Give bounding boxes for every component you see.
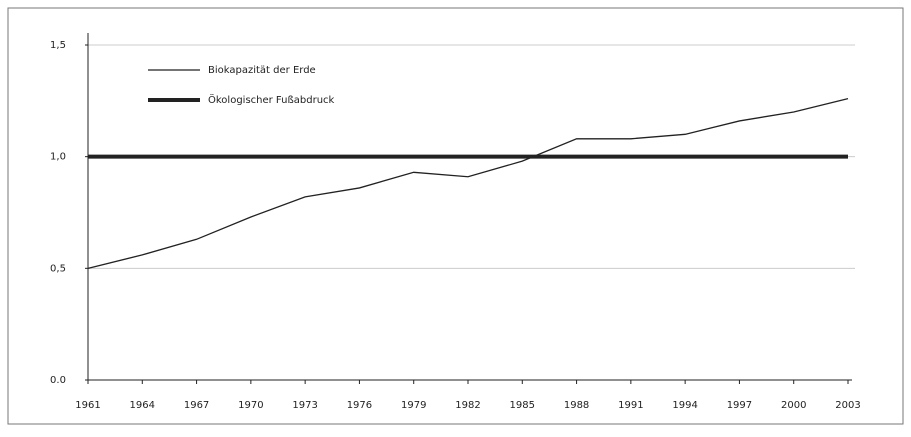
x-tick-label: 2000 <box>781 400 806 411</box>
legend-label: Biokapazität der Erde <box>208 65 316 76</box>
x-tick-label: 1994 <box>672 400 697 411</box>
y-tick-label: 1,5 <box>50 40 66 51</box>
legend-label: Ökologischer Fußabdruck <box>208 93 335 106</box>
x-tick-label: 1988 <box>564 400 589 411</box>
x-tick-label: 1997 <box>727 400 752 411</box>
x-tick-label: 1967 <box>184 400 209 411</box>
x-tick-label: 1985 <box>510 400 535 411</box>
x-tick-label: 1970 <box>238 400 263 411</box>
y-tick-label: 0.0 <box>50 375 66 386</box>
x-tick-label: 1991 <box>618 400 643 411</box>
series-line <box>87 97 849 269</box>
x-tick-label: 1976 <box>347 400 372 411</box>
frame <box>7 7 904 425</box>
x-tick-label: 1961 <box>75 400 100 411</box>
x-tick-label: 2003 <box>835 400 860 411</box>
x-tick-label: 1973 <box>292 400 317 411</box>
y-tick-label: 0,5 <box>50 263 66 274</box>
x-tick-label: 1979 <box>401 400 426 411</box>
x-tick-label: 1964 <box>130 400 155 411</box>
y-tick-label: 1,0 <box>50 152 66 163</box>
x-tick-label: 1982 <box>455 400 480 411</box>
